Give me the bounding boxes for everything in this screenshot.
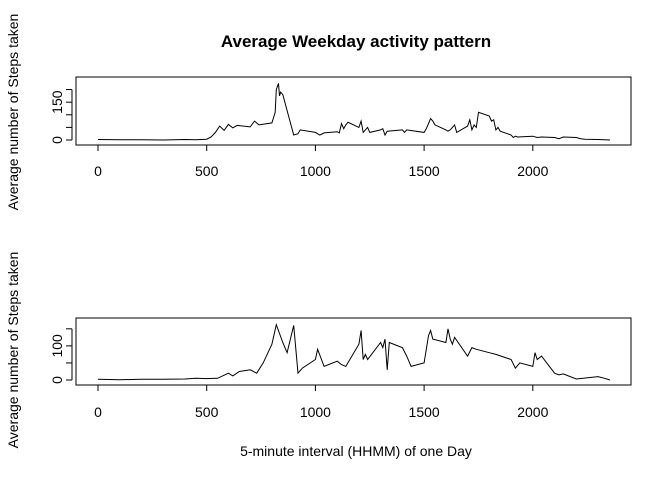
top-x-tick-label: 2000 xyxy=(517,163,548,179)
top-y-tick-label: 0 xyxy=(49,136,65,144)
bottom-y-tick-label: 0 xyxy=(49,376,65,384)
bottom-y-tick-label: 100 xyxy=(49,334,65,358)
top-x-tick-label: 1500 xyxy=(409,163,440,179)
x-axis-label: 5-minute interval (HHMM) of one Day xyxy=(240,443,472,459)
bottom-series-line xyxy=(97,322,611,381)
bottom-x-tick-label: 1000 xyxy=(300,404,331,420)
bottom-panel: Average number of Steps taken 5-minute i… xyxy=(5,252,632,459)
bottom-x-tick-label: 0 xyxy=(94,404,102,420)
top-x-tick-label: 500 xyxy=(195,163,219,179)
bottom-plot-frame xyxy=(75,317,632,386)
top-series-line xyxy=(97,83,611,141)
top-x-tick-label: 0 xyxy=(94,163,102,179)
top-x-tick-label: 1000 xyxy=(300,163,331,179)
bottom-y-axis-label: Average number of Steps taken xyxy=(5,252,21,449)
top-plot-frame xyxy=(75,76,632,146)
bottom-x-tick-label: 2000 xyxy=(517,404,548,420)
top-y-tick-label: 150 xyxy=(49,90,65,114)
bottom-x-tick-label: 1500 xyxy=(409,404,440,420)
bottom-x-tick-label: 500 xyxy=(195,404,219,420)
top-panel: Average number of Steps taken 0 500 1000 15… xyxy=(5,14,632,211)
chart-title: Average Weekday activity pattern xyxy=(221,32,491,51)
top-y-axis-label: Average number of Steps taken xyxy=(5,14,21,211)
